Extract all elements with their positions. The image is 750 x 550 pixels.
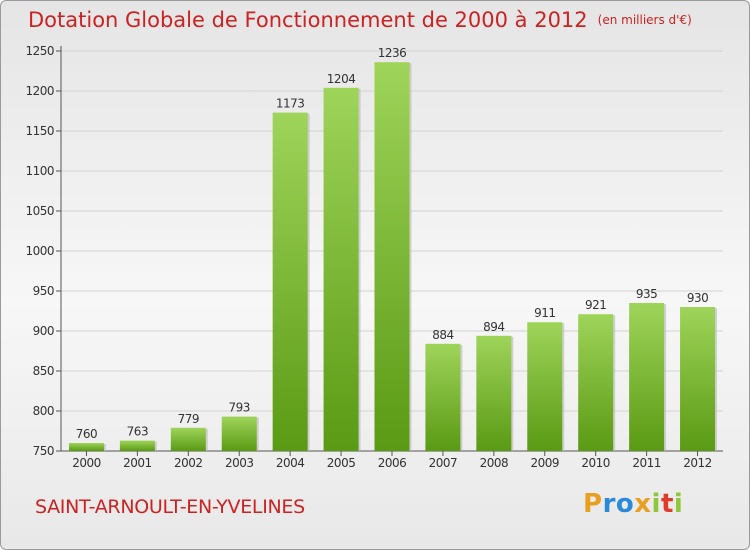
bar [629,303,665,451]
y-tick-label: 1050 [25,204,54,218]
y-tick-label: 1000 [25,244,54,258]
x-tick-label: 2008 [480,456,509,470]
y-tick-label: 900 [33,324,54,338]
y-tick-label: 950 [33,284,54,298]
x-tick-label: 2000 [72,456,101,470]
y-tick-label: 1250 [25,44,54,58]
bar [374,62,410,451]
data-label: 930 [687,291,708,305]
y-tick-label: 1200 [25,84,54,98]
bar [425,343,461,451]
x-tick-labels: 2000 2001 2002 2003 2004 2005 2006 2007 2008 2009… [72,456,712,470]
logo-letter: t [660,489,674,519]
bar [119,440,155,451]
bar [221,416,257,451]
bar [527,322,563,451]
chart-title: Dotation Globale de Fonctionnement de 20… [28,8,692,32]
data-label: 779 [178,412,199,426]
chart-title-text: Dotation Globale de Fonctionnement de 20… [28,8,588,32]
logo-letter: i [651,489,661,519]
data-label: 884 [432,328,453,342]
data-labels: 760 763 779 793 1173 1204 1236 884 894 911 921 935 9… [76,46,709,441]
x-tick-label: 2012 [683,456,712,470]
y-tick-label: 800 [33,404,54,418]
data-label: 793 [229,401,250,415]
bar [170,427,206,451]
x-tick-label: 2011 [632,456,661,470]
data-label: 1173 [276,97,305,111]
bars [68,62,718,452]
logo-letter: x [634,489,652,519]
y-tick-label: 1100 [25,164,54,178]
x-tick-label: 2004 [276,456,305,470]
chart-unit: (en milliers d'€) [597,13,692,27]
logo-letter: P [583,489,603,519]
data-label: 763 [127,425,148,439]
bar [680,307,716,451]
x-tick-label: 2002 [174,456,203,470]
x-tick-label: 2009 [530,456,559,470]
bar [323,87,359,452]
y-tick-label: 850 [33,364,54,378]
logo-letter: r [602,489,616,519]
data-label: 894 [483,320,504,334]
x-tick-label: 2001 [123,456,152,470]
y-tick-label: 750 [33,444,54,458]
data-label: 921 [585,298,606,312]
x-tick-label: 2005 [327,456,356,470]
data-label: 911 [534,306,555,320]
y-tick-label: 1150 [25,124,54,138]
logo-letter: i [673,489,684,519]
x-tick-label: 2010 [581,456,610,470]
logo-letter: o [615,489,635,519]
x-tick-label: 2003 [225,456,254,470]
x-tick-label: 2006 [378,456,407,470]
x-tick-label: 2007 [429,456,458,470]
bar [578,314,614,451]
data-label: 1204 [327,72,356,86]
bar [476,335,512,451]
bar [68,443,104,451]
data-label: 760 [76,427,97,441]
bar [272,112,308,451]
data-label: 935 [636,287,657,301]
y-tick-labels: 750 800 850 900 950 1000 1050 1100 1150 1200 1250 [25,44,54,458]
data-label: 1236 [378,46,407,60]
proxiti-logo[interactable]: Proxiti [583,489,683,519]
commune-name: SAINT-ARNOULT-EN-YVELINES [35,496,305,518]
